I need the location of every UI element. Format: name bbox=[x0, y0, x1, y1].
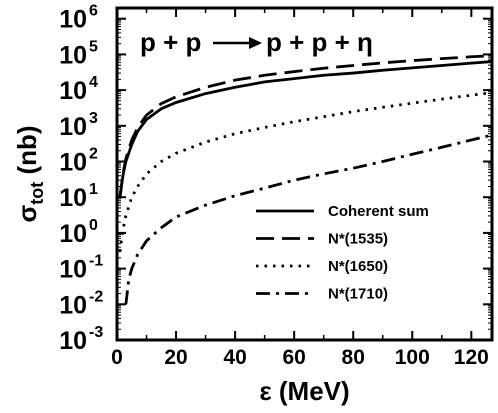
y-tick-label: 10 bbox=[59, 149, 87, 177]
series-line-n-1710- bbox=[124, 133, 493, 305]
x-tick-label: 60 bbox=[282, 346, 305, 369]
series-line-n-1535- bbox=[118, 54, 493, 198]
y-tick-label: 10 bbox=[59, 113, 87, 141]
series-line-n-1650- bbox=[118, 91, 493, 252]
y-tick-exponent: 3 bbox=[89, 110, 98, 127]
y-tick-exponent: 0 bbox=[89, 217, 98, 234]
x-tick-label: 80 bbox=[342, 346, 365, 369]
axes-layer bbox=[115, 6, 494, 342]
chart-title-lhs: p + p bbox=[140, 27, 201, 57]
y-axis-unit: (nb) bbox=[12, 125, 42, 181]
x-axis-label: ε (MeV) bbox=[259, 376, 349, 406]
y-tick-exponent: -3 bbox=[89, 324, 103, 341]
plot-frame bbox=[115, 6, 494, 342]
y-tick-label: 10 bbox=[59, 41, 87, 69]
y-axis-label: σtot (nb) bbox=[12, 125, 47, 222]
y-tick-label: 10 bbox=[59, 256, 87, 284]
y-tick-exponent: 5 bbox=[89, 38, 98, 55]
reaction-arrow-head bbox=[249, 37, 262, 49]
y-axis-subscript: tot bbox=[27, 182, 47, 205]
x-tick-label: 120 bbox=[454, 346, 489, 369]
x-tick-label: 40 bbox=[223, 346, 246, 369]
y-tick-exponent: 6 bbox=[89, 3, 98, 20]
y-tick-label: 10 bbox=[59, 184, 87, 212]
x-tick-label: 100 bbox=[395, 346, 430, 369]
legend-label: N*(1535) bbox=[328, 231, 388, 248]
y-tick-label: 10 bbox=[59, 327, 87, 355]
x-tick-label: 0 bbox=[111, 346, 123, 369]
y-tick-exponent: 1 bbox=[89, 181, 98, 198]
y-tick-exponent: 2 bbox=[89, 146, 98, 163]
y-axis-symbol: σ bbox=[12, 205, 42, 223]
y-tick-exponent: 4 bbox=[89, 74, 98, 91]
y-tick-exponent: -2 bbox=[89, 288, 103, 305]
y-tick-label: 10 bbox=[59, 6, 87, 34]
legend-label: Coherent sum bbox=[328, 203, 429, 220]
chart-title-arrow: → bbox=[237, 50, 238, 52]
legend-label: N*(1710) bbox=[328, 286, 388, 303]
y-tick-exponent: -1 bbox=[89, 253, 103, 270]
y-axis-label-text: σtot (nb) bbox=[12, 125, 47, 222]
y-tick-label: 10 bbox=[59, 220, 87, 248]
y-tick-label: 10 bbox=[59, 291, 87, 319]
x-tick-label: 20 bbox=[164, 346, 187, 369]
chart-title-rhs: p + p + η bbox=[266, 27, 373, 57]
legend-label: N*(1650) bbox=[328, 258, 388, 275]
series-layer bbox=[118, 54, 493, 305]
y-tick-label: 10 bbox=[59, 77, 87, 105]
